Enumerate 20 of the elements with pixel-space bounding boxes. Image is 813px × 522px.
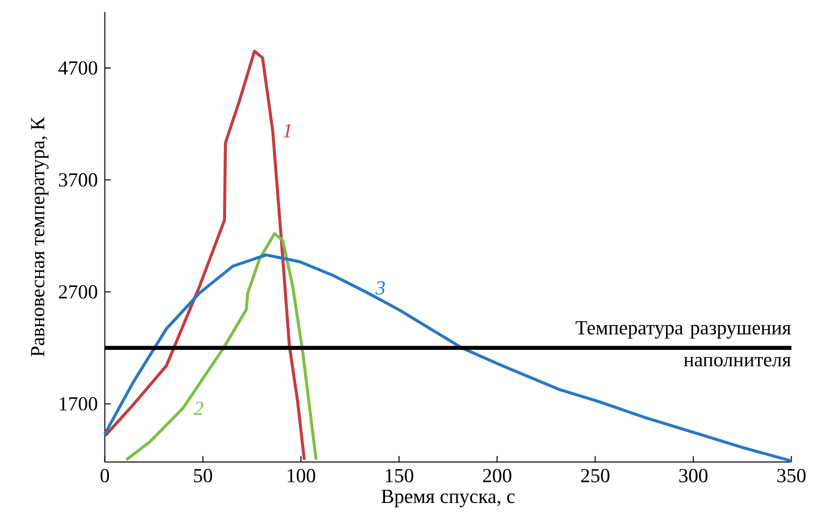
ref-line-label: Температура разрушения наполнителя bbox=[576, 321, 791, 366]
x-tick-label: 350 bbox=[777, 468, 806, 482]
line-series bbox=[124, 232, 318, 462]
series-label: 3 bbox=[376, 281, 385, 295]
y-tick-label: 4700 bbox=[58, 61, 98, 75]
x-tick-label: 300 bbox=[679, 468, 708, 482]
x-tick-label: 0 bbox=[100, 468, 110, 482]
series-label: 2 bbox=[194, 402, 204, 415]
line-series bbox=[103, 50, 306, 462]
x-tick-label: 150 bbox=[386, 468, 414, 482]
y-tick-label: 2700 bbox=[58, 285, 98, 299]
y-tick-label: 1700 bbox=[60, 397, 98, 411]
x-axis-title: Время спуска, с bbox=[381, 490, 515, 508]
y-tick-label: 3700 bbox=[58, 173, 98, 187]
x-tick-label: 250 bbox=[581, 468, 610, 482]
series-label: 1 bbox=[283, 124, 290, 138]
x-tick-label: 100 bbox=[288, 468, 316, 482]
x-tick-label: 50 bbox=[194, 468, 212, 482]
y-axis-title: Равновесная температура, К bbox=[31, 117, 49, 356]
x-tick-label: 200 bbox=[483, 468, 512, 482]
